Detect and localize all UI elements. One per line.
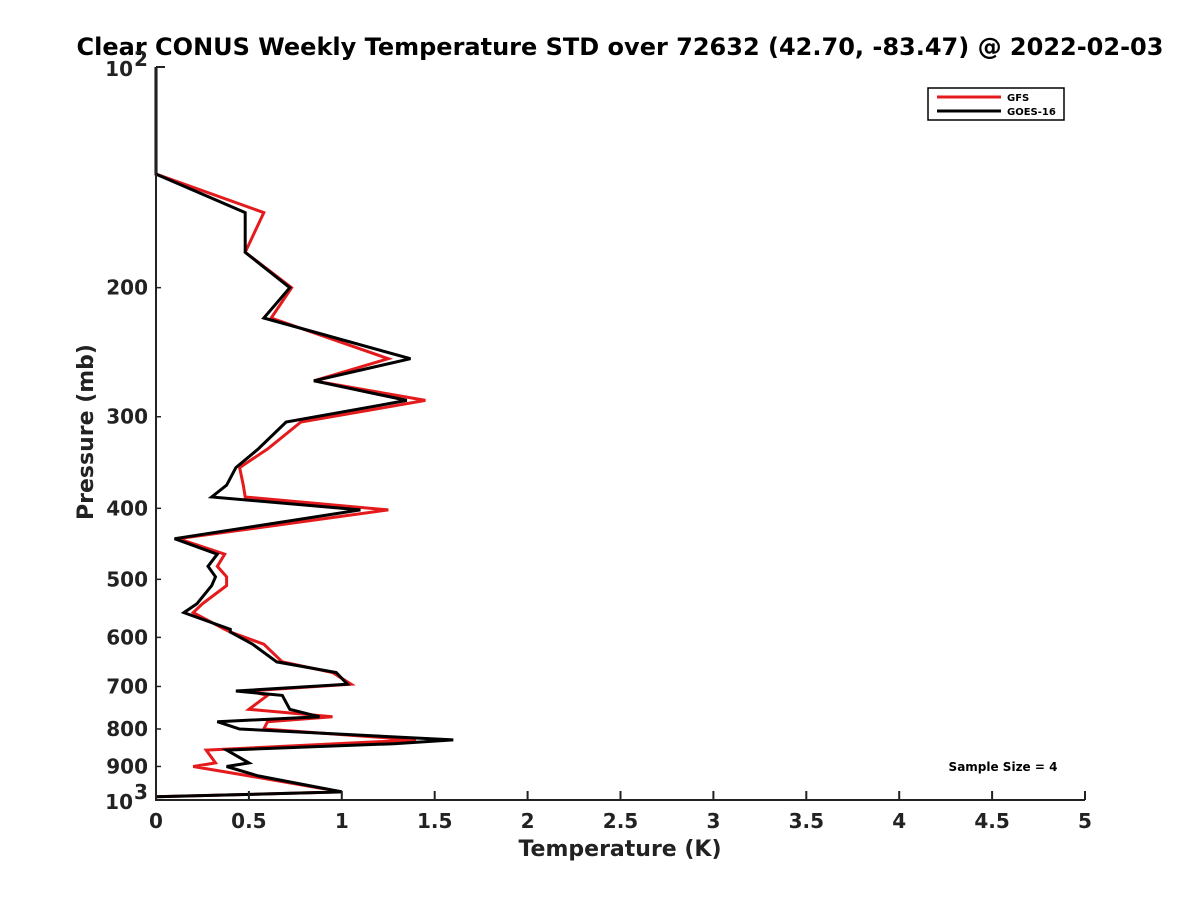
x-tick-label: 3 — [706, 809, 720, 833]
y-axis-label: Pressure (mb) — [74, 344, 99, 520]
x-tick-label: 4 — [892, 809, 906, 833]
x-tick-label: 0.5 — [231, 809, 266, 833]
y-tick-label: 10 — [105, 790, 133, 814]
y-tick-label-exponent: 3 — [134, 780, 148, 804]
sample-size-annotation: Sample Size = 4 — [949, 760, 1058, 774]
chart-title: Clear CONUS Weekly Temperature STD over … — [77, 33, 1164, 61]
x-tick-label: 1 — [335, 809, 349, 833]
plot-area: 0 0.5 1 1.5 2 2.5 3 3.5 4 4.5 5 200 300 400 500 600 700 8… — [105, 47, 1092, 833]
x-axis-label: Temperature (K) — [518, 837, 721, 862]
x-tick-label: 2 — [521, 809, 535, 833]
legend-box — [927, 87, 1065, 121]
y-tick-label: 300 — [106, 405, 148, 429]
y-tick-label: 200 — [106, 276, 148, 300]
series-line-goes-16 — [154, 67, 454, 799]
x-tick-label: 4.5 — [974, 809, 1009, 833]
x-tick-label: 0 — [149, 809, 163, 833]
y-tick-label: 800 — [106, 717, 148, 741]
y-tick-label: 600 — [106, 625, 148, 649]
y-tick-label: 500 — [106, 567, 148, 591]
y-tick-label: 10 — [105, 57, 133, 81]
y-tick-label: 700 — [106, 674, 148, 698]
x-tick-label: 1.5 — [417, 809, 452, 833]
y-tick-label: 400 — [106, 496, 148, 520]
legend-label: GOES-16 — [1007, 107, 1056, 118]
x-tick-label: 3.5 — [789, 809, 824, 833]
x-tick-label: 5 — [1078, 809, 1092, 833]
y-tick-label-exponent: 2 — [134, 47, 148, 71]
x-tick-label: 2.5 — [603, 809, 638, 833]
legend-label: GFS — [1007, 93, 1029, 104]
y-tick-label: 900 — [106, 754, 148, 778]
legend: GFS GOES-16 — [927, 87, 1065, 121]
